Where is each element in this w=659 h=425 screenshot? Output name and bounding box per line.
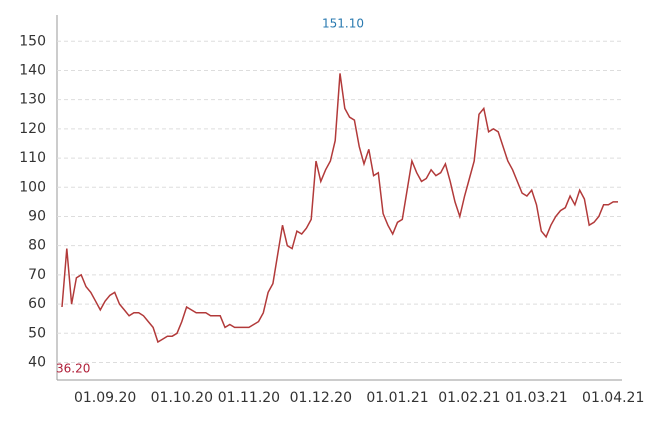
y-tick-label: 130 [19, 92, 46, 108]
y-tick-label: 40 [28, 354, 46, 370]
y-tick-label: 50 [28, 325, 46, 341]
min-annotation: 36.20 [56, 362, 90, 376]
y-tick-label: 80 [28, 238, 46, 254]
x-tick-label: 01.01.21 [366, 390, 428, 406]
x-tick-label: 01.10.20 [151, 390, 213, 406]
y-tick-label: 60 [28, 296, 46, 312]
y-tick-label: 90 [28, 208, 46, 224]
x-tick-label: 01.12.20 [290, 390, 352, 406]
line [61, 73, 618, 344]
x-tick-label: 01.09.20 [74, 390, 136, 406]
x-tick-label: 01.02.21 [438, 390, 500, 406]
y-tick-label: 110 [19, 150, 46, 166]
y-tick-label: 100 [19, 179, 46, 195]
y-tick-label: 150 [19, 33, 46, 49]
x-tick-label: 01.04.21 [582, 390, 644, 406]
y-tick-label: 70 [28, 267, 46, 283]
y-tick-label: 120 [19, 121, 46, 137]
x-tick-label: 01.11.20 [218, 390, 280, 406]
max-annotation: 151.10 [322, 17, 364, 31]
x-tick-label: 01.03.21 [505, 390, 567, 406]
y-tick-label: 140 [19, 62, 46, 78]
